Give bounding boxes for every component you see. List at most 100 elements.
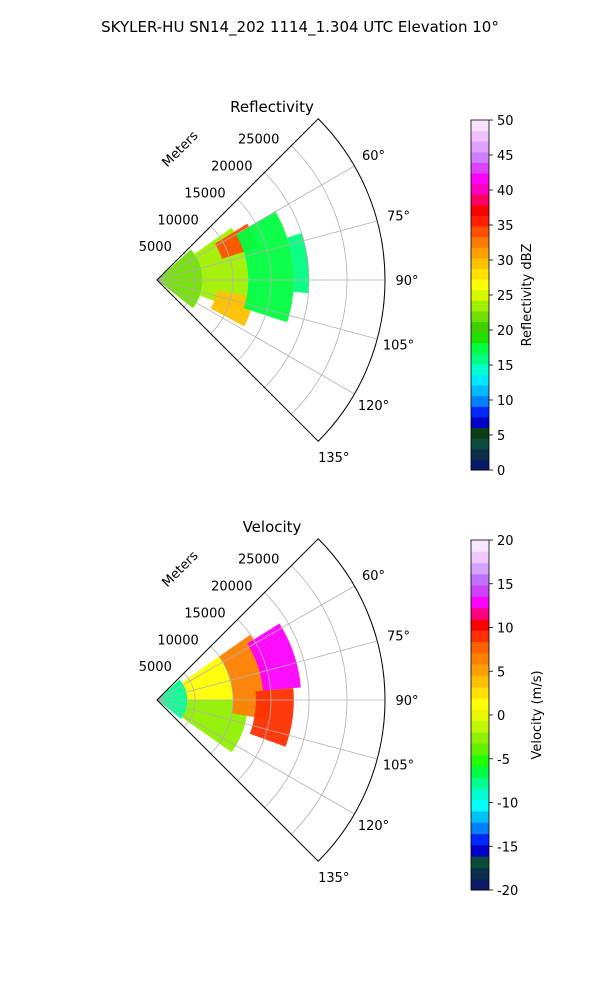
colorbar-swatch [471, 332, 489, 344]
colorbar-tick-label: 20 [497, 324, 514, 339]
colorbar-swatch [471, 675, 489, 688]
angle-tick-label: 90° [395, 274, 418, 289]
panel-title: Reflectivity [230, 98, 314, 116]
radial-tick-label: 20000 [211, 580, 252, 595]
colorbar-swatch [471, 833, 489, 846]
colorbar-swatch [471, 619, 489, 631]
colorbar-swatch [471, 194, 489, 206]
angle-tick-label: 135° [318, 871, 349, 886]
radial-axis-label: Meters [160, 548, 202, 590]
echo-region [249, 688, 294, 747]
colorbar-tick-label: 25 [497, 289, 514, 304]
colorbar-swatch [471, 459, 489, 471]
azimuth-spoke [156, 279, 355, 395]
colorbar-swatch [471, 709, 489, 722]
sector-frame [156, 118, 386, 442]
colorbar-tick-label: 45 [497, 149, 514, 164]
colorbar-swatch [471, 173, 489, 185]
colorbar-swatch [471, 799, 489, 812]
colorbar-swatch [471, 562, 489, 575]
echo-region [235, 211, 294, 323]
colorbar-label: Velocity (m/s) [530, 670, 545, 759]
colorbar-swatch [471, 765, 489, 778]
colorbar-tick-label: 20 [497, 534, 514, 549]
reflectivity-panel: Reflectivity Meters 5000 10000 15000 20000 2… [139, 98, 535, 479]
colorbar-swatch [471, 664, 489, 676]
azimuth-spoke [156, 220, 378, 281]
radial-tick-label: 5000 [139, 240, 172, 255]
colorbar-swatch [471, 867, 489, 880]
colorbar-swatch [471, 236, 489, 248]
radial-tick-label: 25000 [238, 553, 279, 568]
colorbar-tick-label: 5 [497, 429, 505, 444]
colorbar-swatch [471, 120, 489, 132]
colorbar-swatch [471, 226, 489, 238]
echo-region [157, 679, 188, 719]
azimuth-spoke [156, 279, 378, 340]
colorbar-swatch [471, 652, 489, 665]
azimuth-spoke [156, 165, 355, 281]
radial-axis-label: Meters [160, 128, 202, 170]
angle-tick-label: 75° [387, 629, 410, 644]
azimuth-spoke [156, 640, 378, 701]
colorbar-tick-label: -15 [497, 840, 518, 855]
colorbar-label: Reflectivity dBZ [520, 244, 535, 347]
colorbar-tick-label: 10 [497, 394, 514, 409]
radial-tick-label: 10000 [157, 633, 198, 648]
colorbar-swatch [471, 878, 489, 891]
colorbar-swatch [471, 777, 489, 789]
colorbar-swatch [471, 438, 489, 450]
colorbar-swatch [471, 641, 489, 654]
colorbar-swatch [471, 743, 489, 756]
colorbar-tick-label: 50 [497, 114, 514, 129]
colorbar-swatch [471, 279, 489, 291]
angle-tick-label: 105° [383, 339, 414, 354]
colorbar-swatch [471, 342, 489, 354]
colorbar-swatch [471, 686, 489, 699]
colorbar-swatch [471, 448, 489, 460]
colorbar-tick-label: 0 [497, 709, 505, 724]
colorbar-swatch [471, 540, 489, 552]
colorbar-swatch [471, 585, 489, 597]
colorbar-swatch [471, 856, 489, 868]
colorbar-tick-label: 5 [497, 665, 505, 680]
colorbar-swatch [471, 788, 489, 801]
echo-region [210, 290, 255, 327]
colorbar-swatch [471, 596, 489, 609]
colorbar-tick-label: -10 [497, 797, 518, 812]
angle-tick-label: 60° [362, 149, 385, 164]
colorbar-swatch [471, 551, 489, 564]
colorbar-swatch [471, 754, 489, 767]
colorbar-swatch [471, 385, 489, 397]
velocity-panel: Velocity Meters 5000 10000 15000 20000 25000… [139, 518, 545, 899]
colorbar-swatch [471, 698, 489, 710]
colorbar-swatch [471, 731, 489, 744]
colorbar-swatch [471, 162, 489, 174]
velocity-colorbar: -20 -15 -10 -5 0 5 10 15 20 [470, 534, 518, 899]
colorbar-swatch [471, 630, 489, 643]
colorbar-tick-label: 35 [497, 219, 514, 234]
colorbar-swatch [471, 573, 489, 586]
radial-tick-label: 25000 [238, 133, 279, 148]
angle-tick-label: 120° [358, 399, 389, 414]
colorbar-swatch [471, 215, 489, 227]
colorbar-swatch [471, 720, 489, 733]
angle-tick-label: 75° [387, 209, 410, 224]
panel-title: Velocity [243, 518, 302, 536]
colorbar-swatch [471, 844, 489, 857]
echo-region [181, 656, 234, 700]
colorbar-swatch [471, 257, 489, 269]
radial-tick-label: 15000 [184, 606, 225, 621]
colorbar-tick-label: 30 [497, 254, 514, 269]
radial-tick-label: 15000 [184, 186, 225, 201]
colorbar-swatch [471, 374, 489, 386]
echo-region [157, 249, 203, 309]
angle-tick-label: 60° [362, 569, 385, 584]
polar-grid: 5000 10000 15000 20000 25000 60° 75° 90° 105° 120… [139, 118, 419, 466]
colorbar-swatch [471, 247, 489, 259]
colorbar-tick-label: 10 [497, 622, 514, 637]
radial-tick-label: 20000 [211, 160, 252, 175]
echo-region [287, 233, 309, 294]
polar-grid: 5000 10000 15000 20000 25000 60° 75° 90° 105° 120… [139, 538, 419, 886]
